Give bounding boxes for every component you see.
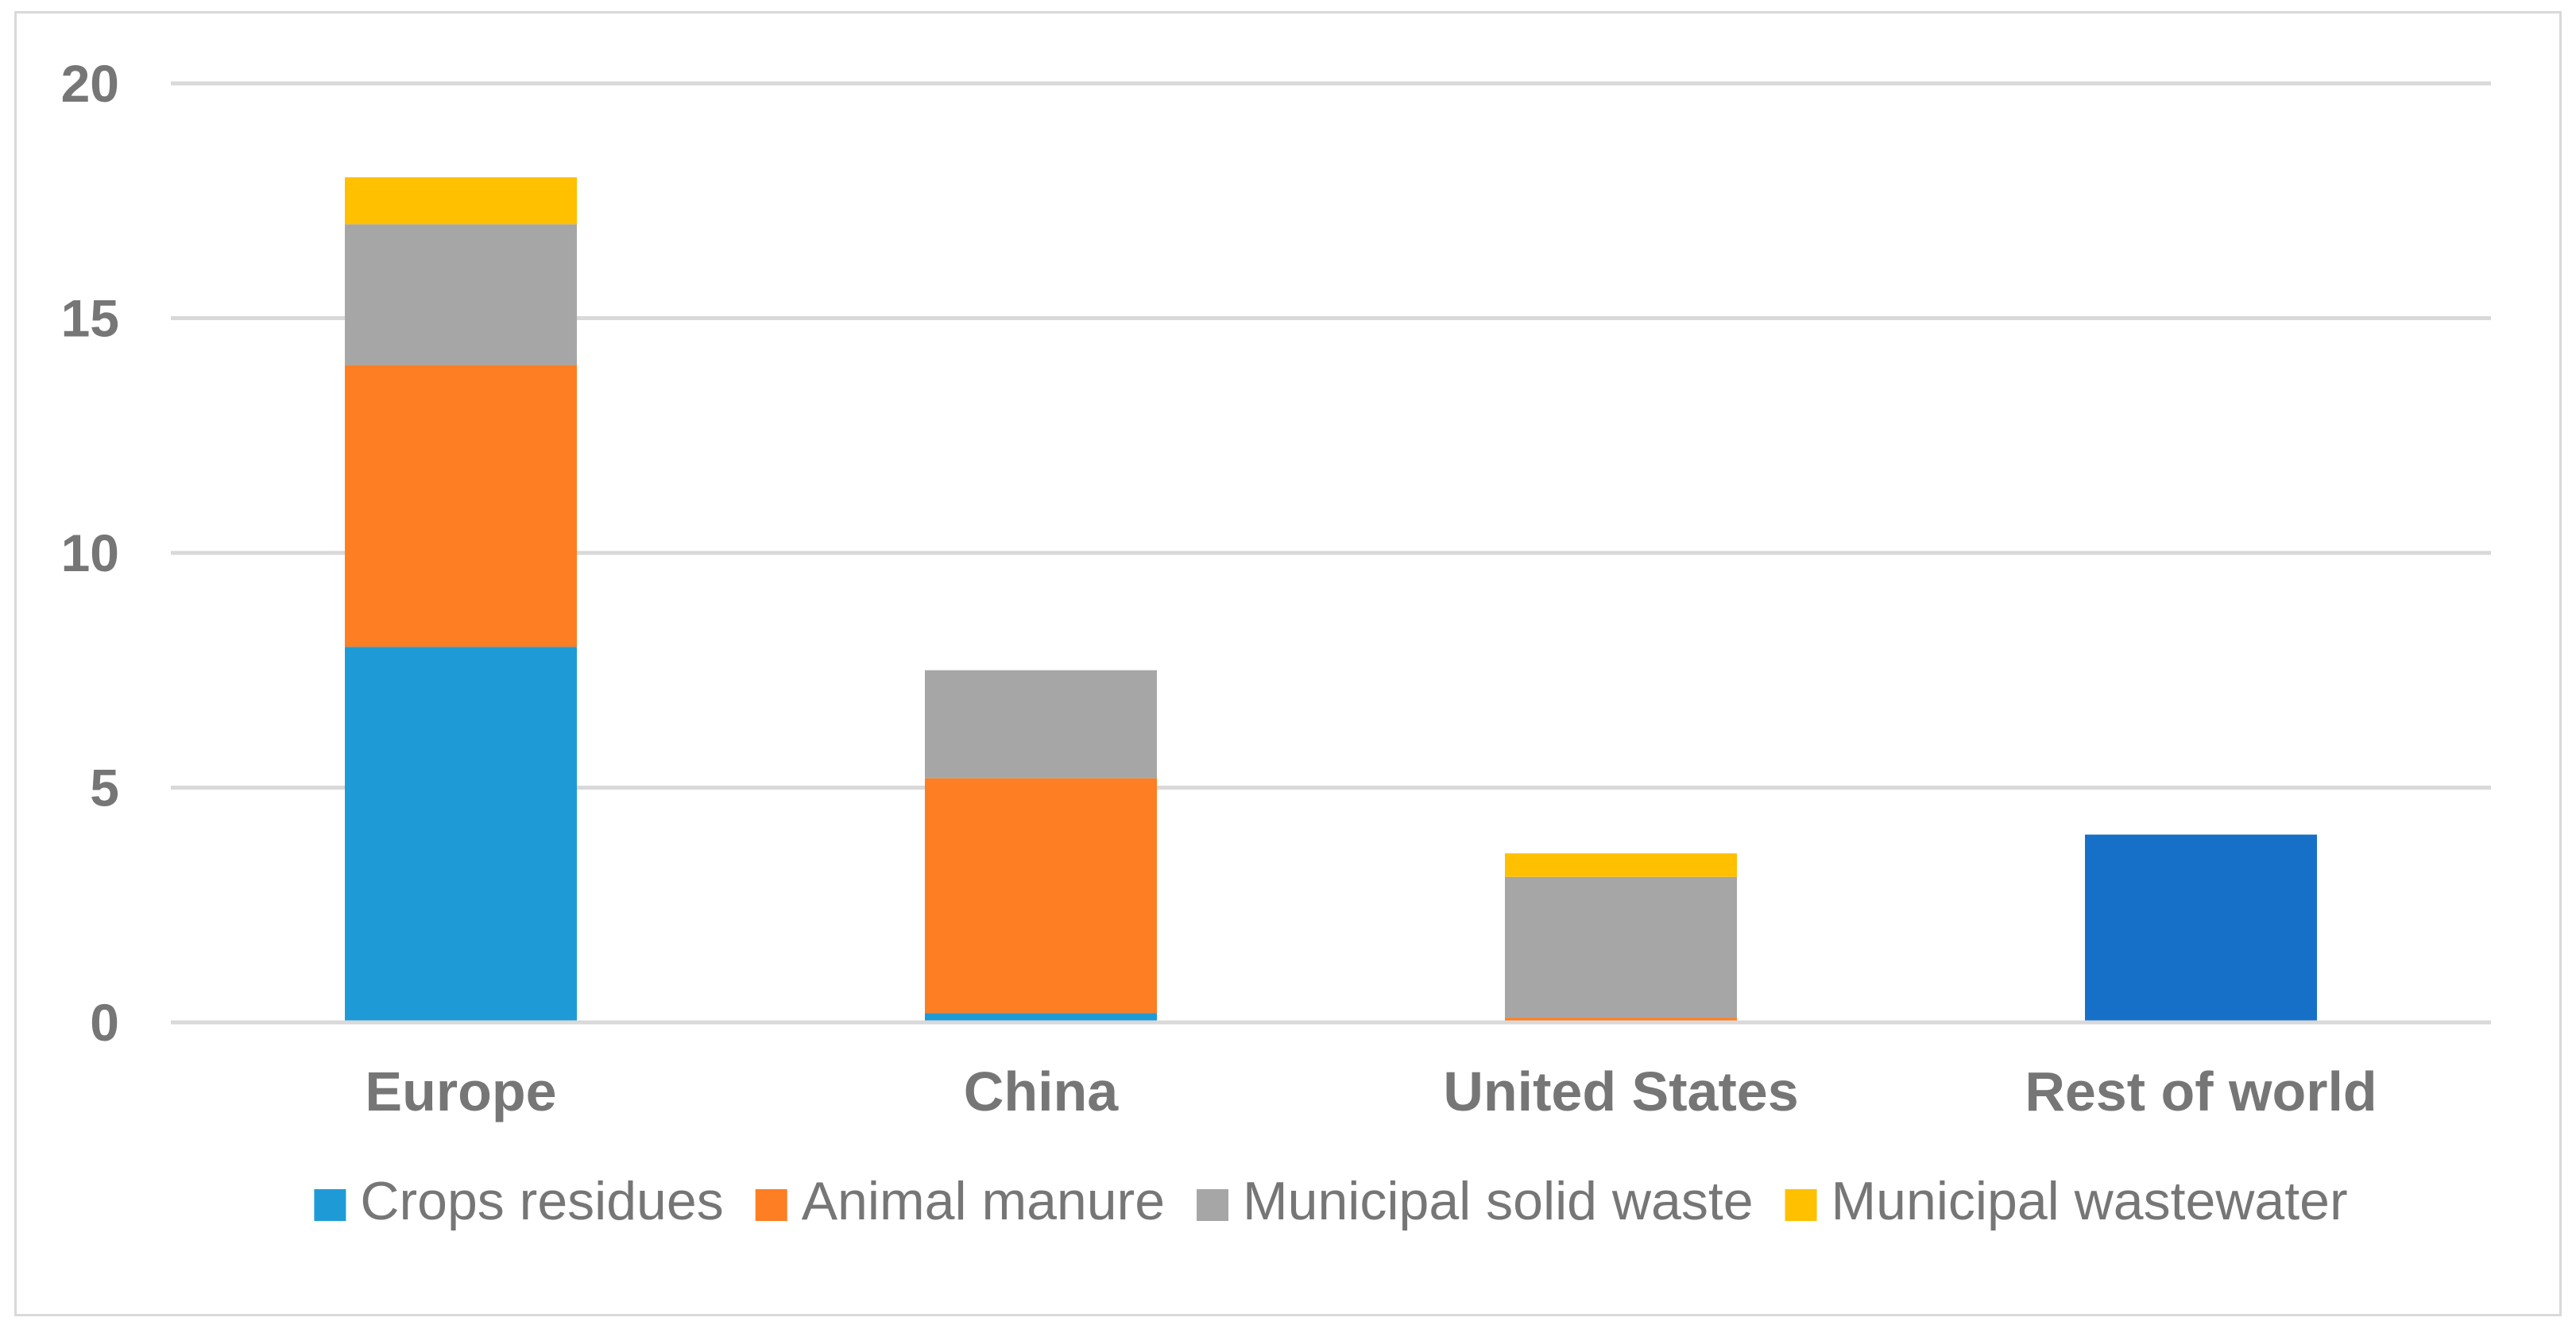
- x-axis-ticks: Europe China United States Rest of world: [365, 1060, 2377, 1122]
- bars: [171, 177, 2491, 1025]
- y-tick-label: 0: [90, 993, 119, 1052]
- legend-swatch: [1785, 1189, 1817, 1221]
- bar-europe-municipal-wastewater: [345, 177, 577, 225]
- bar-china-municipal-solid-waste: [925, 670, 1157, 778]
- x-tick-label-united-states: United States: [1443, 1060, 1798, 1122]
- legend-item-municipal-solid-waste: Municipal solid waste: [1197, 1171, 1754, 1231]
- x-tick-label-rest-of-world: Rest of world: [2025, 1060, 2377, 1122]
- legend-swatch: [1197, 1189, 1229, 1221]
- bar-china-crops-residues: [925, 1013, 1157, 1022]
- legend: Crops residues Animal manure Municipal sol…: [314, 1171, 2348, 1231]
- bar-united-states-municipal-wastewater: [1505, 853, 1737, 877]
- legend-swatch: [755, 1189, 787, 1221]
- legend-label: Municipal wastewater: [1831, 1171, 2348, 1231]
- bar-europe-animal-manure: [345, 365, 577, 647]
- x-tick-label-china: China: [964, 1060, 1120, 1122]
- legend-label: Municipal solid waste: [1243, 1171, 1754, 1231]
- legend-label: Animal manure: [802, 1171, 1165, 1231]
- bar-europe-crops-residues: [345, 647, 577, 1022]
- bar-united-states-municipal-solid-waste: [1505, 876, 1737, 1018]
- legend-item-crops-residues: Crops residues: [314, 1171, 724, 1231]
- bar-europe-municipal-solid-waste: [345, 224, 577, 365]
- x-tick-label-europe: Europe: [365, 1060, 556, 1122]
- y-tick-label: 5: [90, 759, 119, 817]
- legend-swatch: [314, 1189, 346, 1221]
- y-tick-label: 10: [61, 523, 119, 582]
- bar-china-animal-manure: [925, 778, 1157, 1014]
- legend-label: Crops residues: [360, 1171, 723, 1231]
- y-tick-label: 15: [61, 289, 119, 348]
- legend-item-animal-manure: Animal manure: [755, 1171, 1165, 1231]
- y-tick-label: 20: [61, 54, 119, 113]
- bar-rest-of-world-total: [2085, 834, 2317, 1022]
- bar-united-states-animal-manure: [1505, 1018, 1737, 1022]
- y-axis-ticks: 0 5 10 15 20: [61, 54, 119, 1052]
- legend-item-municipal-wastewater: Municipal wastewater: [1785, 1171, 2348, 1231]
